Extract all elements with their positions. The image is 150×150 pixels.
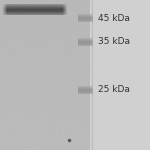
FancyBboxPatch shape (90, 0, 150, 150)
Text: 45 kDa: 45 kDa (98, 14, 129, 23)
Text: 25 kDa: 25 kDa (98, 85, 129, 94)
Text: 35 kDa: 35 kDa (98, 38, 129, 46)
